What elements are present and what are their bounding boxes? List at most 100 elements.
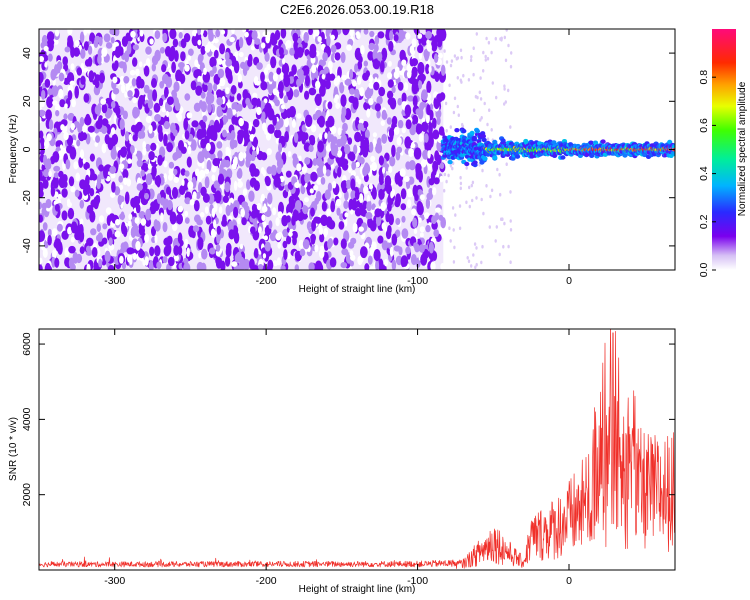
noise-cell xyxy=(39,141,42,153)
noise-cell xyxy=(83,93,90,103)
noise-cell xyxy=(372,132,377,138)
noise-cell xyxy=(237,180,244,188)
noise-cell xyxy=(507,43,510,48)
noise-cell xyxy=(209,152,216,161)
noise-cell xyxy=(124,191,130,205)
noise-cell xyxy=(367,255,373,265)
noise-cell xyxy=(349,151,356,162)
noise-cell xyxy=(97,249,101,256)
noise-cell xyxy=(46,31,55,42)
noise-cell xyxy=(222,214,227,225)
noise-cell xyxy=(42,222,48,231)
noise-cell xyxy=(400,203,407,211)
noise-cell xyxy=(56,61,63,71)
noise-cell xyxy=(424,49,429,62)
noise-cell xyxy=(163,133,168,147)
noise-cell xyxy=(154,175,162,187)
signal-cell xyxy=(551,140,557,145)
noise-cell xyxy=(294,182,300,189)
noise-cell xyxy=(351,161,357,171)
noise-cell xyxy=(160,212,164,222)
noise-cell xyxy=(360,246,368,259)
noise-cell xyxy=(319,245,325,251)
noise-cell xyxy=(153,102,161,113)
noise-cell xyxy=(388,127,395,139)
noise-cell xyxy=(412,95,418,107)
noise-cell xyxy=(449,63,453,68)
noise-cell xyxy=(397,97,403,106)
noise-cell xyxy=(503,84,506,88)
figure-title: C2E6.2026.053.00.19.R18 xyxy=(280,2,434,17)
noise-cell xyxy=(279,72,284,81)
noise-cell xyxy=(213,119,220,133)
noise-cell xyxy=(378,86,386,97)
noise-cell xyxy=(136,159,143,168)
noise-cell xyxy=(136,121,143,130)
signal-cell xyxy=(588,140,594,145)
noise-cell xyxy=(252,118,260,128)
noise-cell xyxy=(103,33,111,43)
noise-cell xyxy=(329,257,337,268)
noise-cell xyxy=(296,68,304,78)
noise-cell xyxy=(327,182,332,192)
noise-cell xyxy=(412,217,418,228)
noise-cell xyxy=(388,166,393,173)
noise-cell xyxy=(52,249,57,259)
noise-cell xyxy=(54,257,60,268)
noise-cell xyxy=(381,240,389,251)
noise-cell xyxy=(350,237,357,245)
noise-cell xyxy=(379,60,385,73)
noise-cell xyxy=(394,66,400,73)
noise-cell xyxy=(375,142,383,154)
noise-cell xyxy=(253,180,260,191)
noise-cell xyxy=(312,158,318,166)
noise-cell xyxy=(51,85,59,97)
noise-cell xyxy=(488,225,491,229)
noise-cell xyxy=(166,235,173,245)
noise-cell xyxy=(344,78,352,86)
noise-cell xyxy=(369,220,377,232)
noise-cell xyxy=(260,152,268,161)
noise-cell xyxy=(97,54,102,65)
noise-cell xyxy=(220,260,226,270)
noise-cell xyxy=(360,139,366,150)
noise-cell xyxy=(391,86,396,94)
noise-cell xyxy=(354,131,362,143)
noise-cell xyxy=(51,228,58,237)
y-tick-label: 40 xyxy=(21,47,33,59)
noise-cell xyxy=(410,254,417,266)
noise-cell xyxy=(470,183,473,188)
noise-cell xyxy=(112,76,118,84)
colorbar-gradient xyxy=(712,29,736,270)
noise-cell xyxy=(428,65,432,73)
noise-cell xyxy=(426,43,432,52)
noise-cell xyxy=(479,76,482,80)
noise-cell xyxy=(83,186,88,196)
noise-cell xyxy=(228,229,235,240)
noise-cell xyxy=(216,105,222,118)
noise-cell xyxy=(219,43,226,55)
noise-cell xyxy=(205,215,212,225)
noise-cell xyxy=(322,165,327,175)
noise-cell xyxy=(480,260,483,265)
noise-cell xyxy=(98,258,103,268)
noise-cell xyxy=(233,206,239,219)
noise-cell xyxy=(282,58,286,65)
noise-cell xyxy=(238,151,244,162)
noise-cell xyxy=(333,237,339,246)
noise-cell xyxy=(474,94,478,99)
noise-cell xyxy=(197,39,202,46)
noise-cell xyxy=(292,32,299,43)
noise-cell xyxy=(481,244,484,249)
noise-cell xyxy=(233,156,238,165)
noise-cell xyxy=(260,81,268,91)
noise-cell xyxy=(400,255,409,267)
noise-cell xyxy=(479,97,483,101)
noise-cell xyxy=(216,225,221,235)
noise-cell xyxy=(184,217,190,224)
noise-cell xyxy=(126,43,132,55)
noise-cell xyxy=(471,180,475,185)
noise-cell xyxy=(387,60,392,67)
noise-cell xyxy=(332,181,337,189)
